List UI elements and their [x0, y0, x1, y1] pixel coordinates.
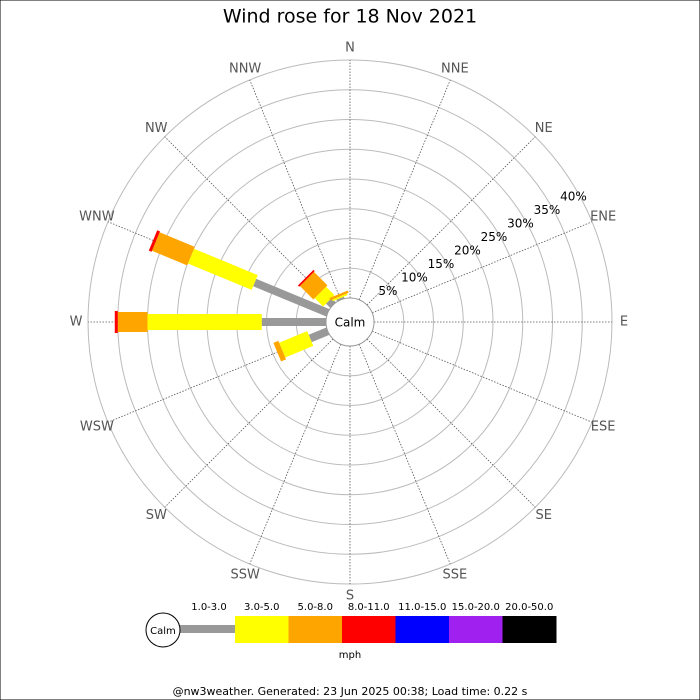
- r-tick-label: 15%: [428, 257, 455, 271]
- wind-segment: [299, 271, 328, 300]
- wind-segment: [308, 327, 330, 343]
- direction-label: S: [346, 589, 354, 604]
- direction-label: ENE: [590, 210, 616, 225]
- direction-label: WSW: [80, 419, 114, 434]
- direction-label: NNE: [441, 61, 469, 76]
- spoke: [372, 221, 593, 314]
- legend-swatch: [395, 616, 450, 643]
- direction-label: WNW: [79, 210, 115, 225]
- spoke: [164, 338, 334, 508]
- wind-segment: [261, 318, 326, 326]
- spoke: [366, 136, 536, 306]
- legend-swatch: [502, 616, 557, 643]
- r-tick-label: 40%: [560, 190, 587, 204]
- chart-title: Wind rose for 18 Nov 2021: [223, 6, 477, 28]
- wind-segment: [187, 248, 258, 290]
- legend-label: 3.0-5.0: [244, 602, 279, 613]
- legend-calm-circle: [145, 612, 181, 648]
- direction-label: W: [70, 315, 83, 330]
- direction-label: SSW: [230, 568, 260, 583]
- spoke: [358, 344, 451, 565]
- legend-label: 8.0-11.0: [348, 602, 390, 613]
- spoke: [249, 344, 342, 565]
- r-tick-label: 35%: [534, 203, 561, 217]
- direction-label: NW: [145, 121, 168, 136]
- calm-label: Calm: [335, 316, 366, 330]
- wind-segment: [273, 340, 287, 362]
- direction-label: SW: [146, 508, 167, 523]
- direction-label: ESE: [591, 419, 616, 434]
- r-tick-label: 20%: [454, 244, 481, 258]
- direction-label: SSE: [442, 568, 467, 583]
- direction-label: SE: [536, 508, 552, 523]
- direction-label: NNW: [229, 61, 261, 76]
- r-tick-label: 25%: [481, 230, 508, 244]
- wind-segment: [314, 286, 335, 307]
- legend-calm-label: Calm: [150, 626, 176, 637]
- r-tick-label: 10%: [401, 271, 428, 285]
- legend-label: 15.0-20.0: [452, 602, 500, 613]
- legend-label: 1.0-3.0: [191, 602, 226, 613]
- legend-swatch: [449, 616, 503, 643]
- direction-label: N: [345, 41, 355, 56]
- wind-segment: [147, 314, 262, 330]
- wind-segment: [332, 293, 348, 302]
- legend-label: 11.0-15.0: [398, 602, 446, 613]
- spoke: [164, 136, 334, 306]
- calm-circle: [325, 297, 375, 347]
- spoke: [372, 330, 593, 423]
- wind-segment: [114, 311, 118, 333]
- spoke: [358, 79, 451, 300]
- legend-label: 20.0-50.0: [505, 602, 553, 613]
- wind-segment: [151, 232, 195, 266]
- spoke: [249, 79, 342, 300]
- legend-swatch: [288, 616, 343, 643]
- wind-segment: [117, 312, 148, 332]
- legend-label: 5.0-8.0: [298, 602, 333, 613]
- wind-segment: [297, 269, 315, 287]
- r-tick-label: 30%: [507, 217, 534, 231]
- units-label: mph: [339, 650, 361, 661]
- legend-swatch: [342, 616, 396, 643]
- wind-segment: [253, 278, 330, 317]
- direction-label: NE: [535, 121, 553, 136]
- footer: @nw3weather. Generated: 23 Jun 2025 00:3…: [173, 685, 528, 698]
- wind-segment: [148, 230, 160, 252]
- r-tick-label: 5%: [378, 284, 397, 298]
- wind-segment: [336, 296, 345, 302]
- wind-segment: [329, 290, 349, 301]
- spoke: [366, 338, 536, 508]
- wind-segment: [279, 331, 314, 358]
- direction-label: E: [620, 315, 628, 330]
- legend-swatch: [235, 616, 289, 643]
